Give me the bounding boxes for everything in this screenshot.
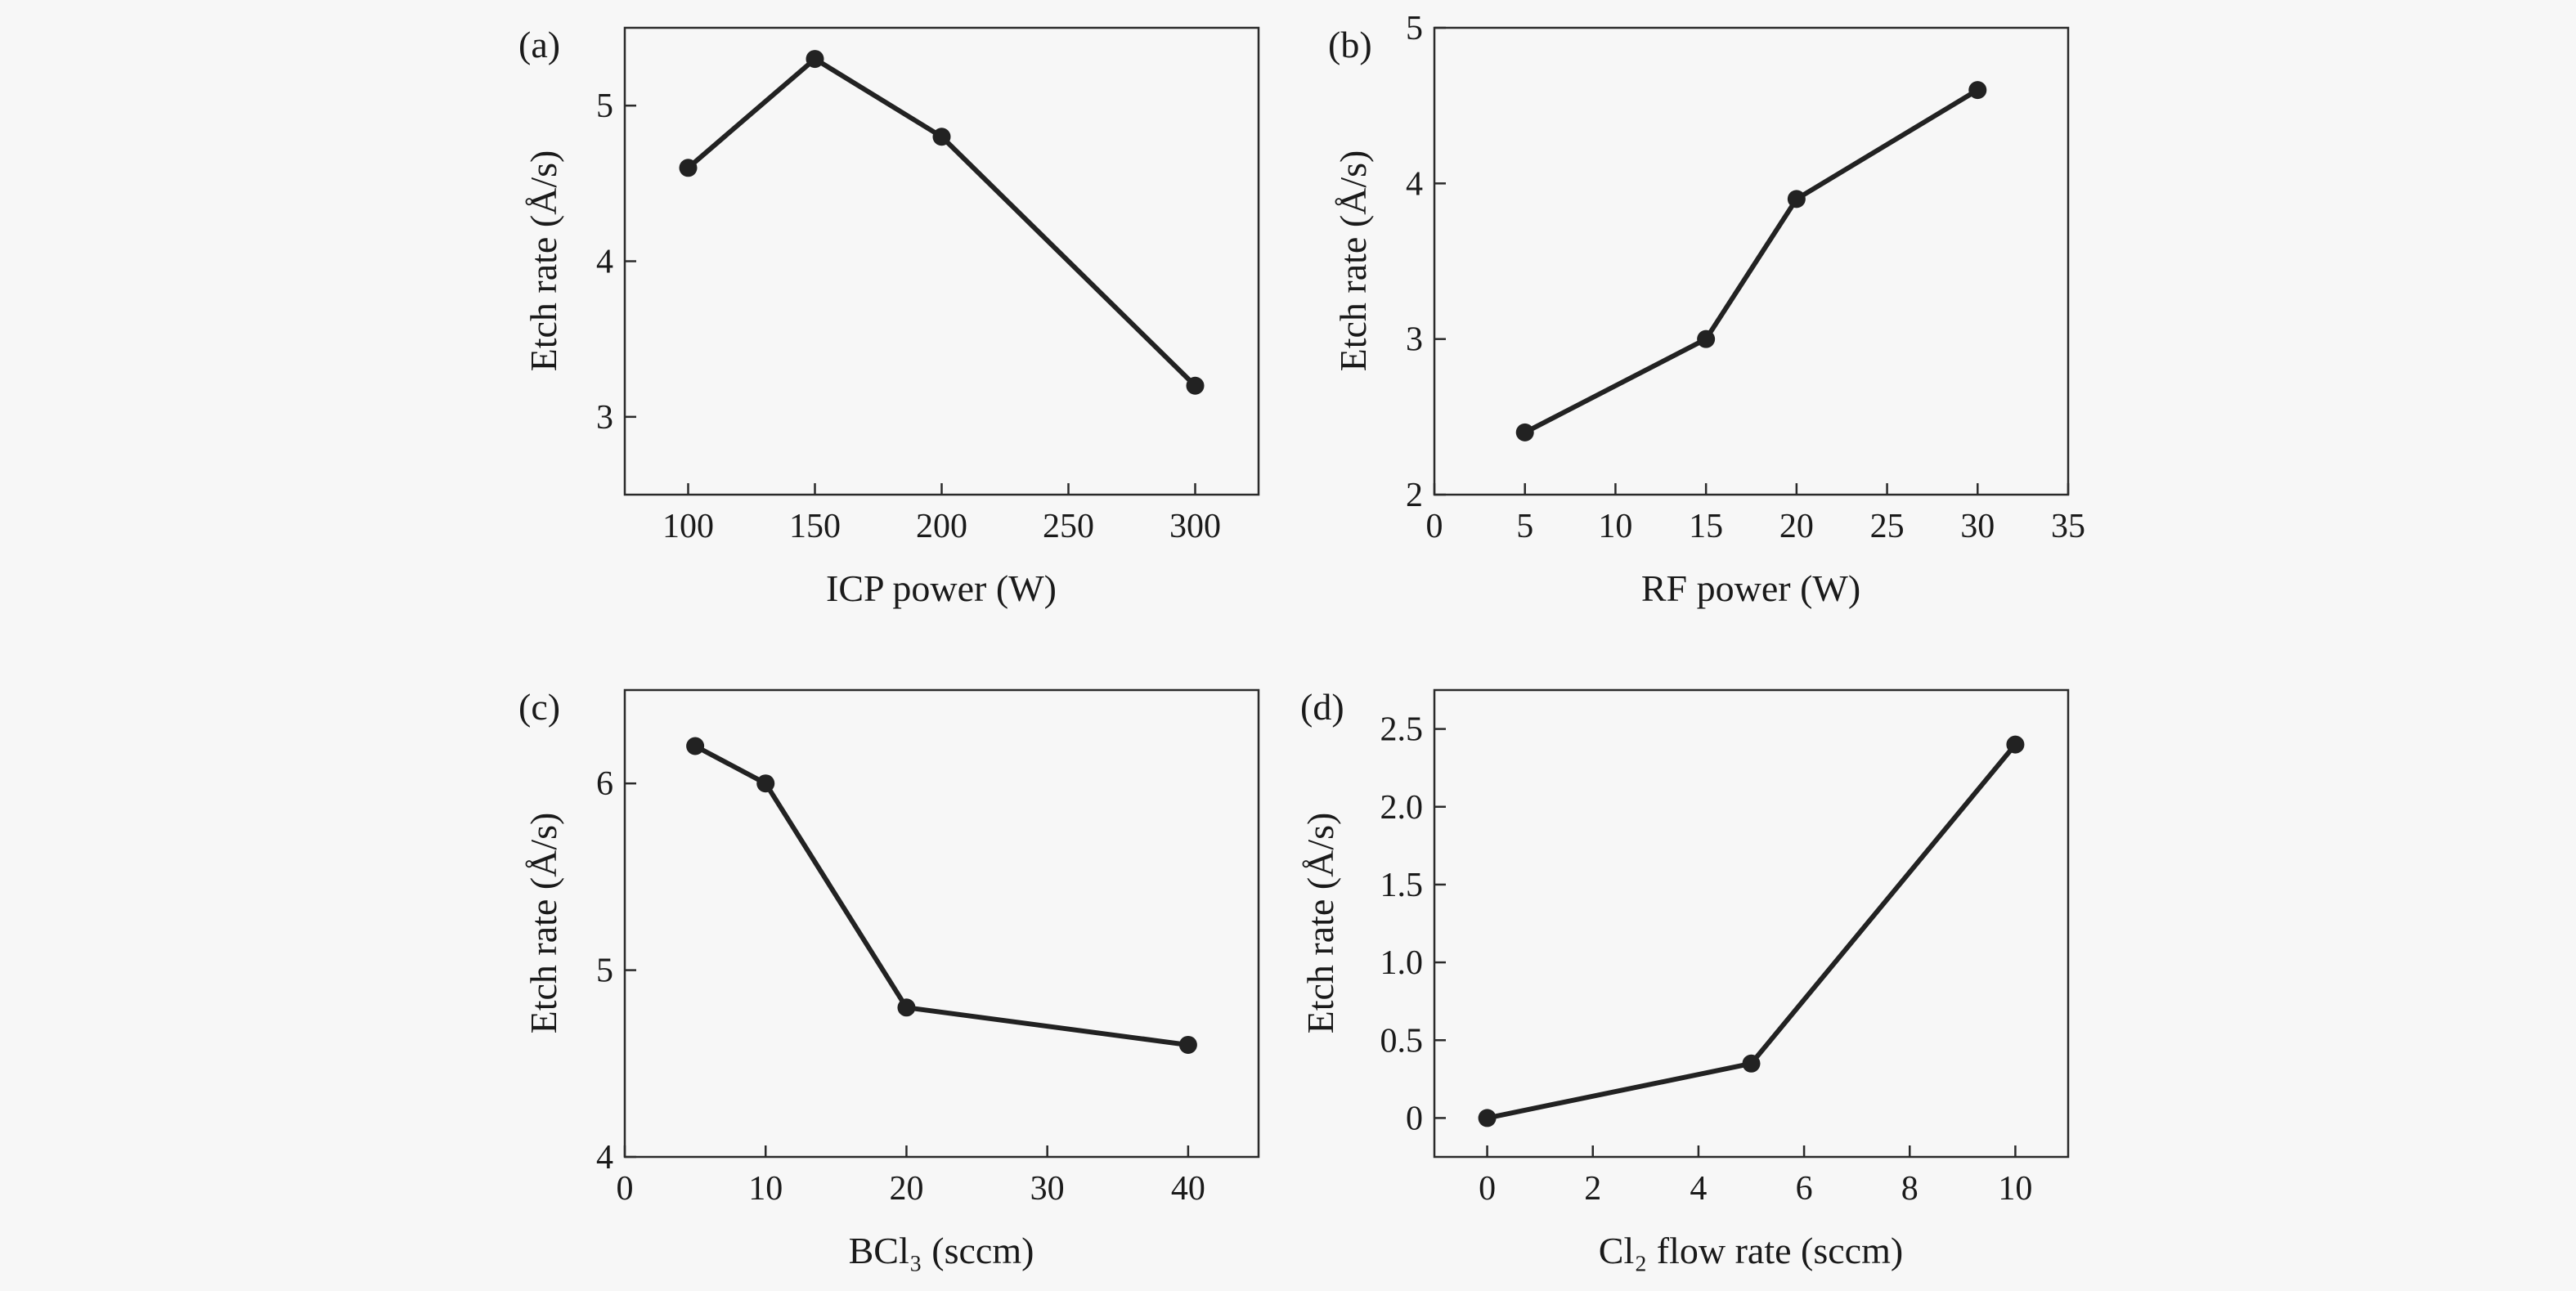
data-point bbox=[2006, 735, 2025, 754]
x-tick-label: 200 bbox=[916, 508, 967, 545]
x-ticks: 0 5 10 15 20 25 30 35 bbox=[1426, 483, 2085, 545]
x-tick-label: 300 bbox=[1169, 508, 1221, 545]
series-line bbox=[1524, 87, 1979, 435]
y-tick-label: 5 bbox=[596, 953, 613, 990]
x-tick-label: 30 bbox=[1960, 508, 1995, 545]
x-axis-label: BCl₃ (sccm) bbox=[849, 1230, 1034, 1271]
panel-label: (a) bbox=[518, 24, 560, 65]
y-tick-label: 4 bbox=[596, 1139, 613, 1177]
x-tick-label: 30 bbox=[1030, 1170, 1065, 1208]
y-ticks: 0 0.5 1.0 1.5 2.0 2.5 bbox=[1380, 711, 1446, 1137]
data-point bbox=[1478, 1109, 1497, 1127]
data-point bbox=[1968, 81, 1987, 100]
data-point bbox=[679, 159, 698, 177]
panel-label: (b) bbox=[1328, 24, 1372, 65]
plot-frame bbox=[1433, 26, 2070, 496]
x-tick-label: 10 bbox=[1998, 1170, 2032, 1208]
data-point bbox=[1742, 1054, 1761, 1073]
y-ticks: 2 3 4 5 bbox=[1406, 10, 1446, 514]
data-point bbox=[932, 128, 951, 146]
x-axis-label: Cl₂ flow rate (sccm) bbox=[1599, 1230, 1903, 1271]
data-point bbox=[1697, 329, 1716, 348]
y-tick-label: 2 bbox=[1406, 477, 1423, 514]
y-axis-label: Etch rate (Å/s) bbox=[1332, 150, 1374, 372]
x-tick-label: 4 bbox=[1690, 1170, 1707, 1208]
panel-label: (c) bbox=[518, 686, 560, 728]
chart-panel-d: (d) Cl₂ flow rate (sccm) Etch rate (Å/s)… bbox=[1299, 686, 2070, 1271]
y-tick-label: 6 bbox=[596, 765, 613, 803]
y-tick-label: 5 bbox=[1406, 10, 1423, 47]
x-tick-label: 100 bbox=[662, 508, 714, 545]
series-line bbox=[693, 743, 1189, 1047]
data-point bbox=[1178, 1035, 1197, 1054]
chart-panel-c: (c) BCl₃ (sccm) Etch rate (Å/s) 0 10 20 30 4… bbox=[518, 686, 1260, 1271]
panel-label: (d) bbox=[1300, 686, 1344, 728]
x-tick-label: 250 bbox=[1043, 508, 1094, 545]
y-tick-label: 0.5 bbox=[1380, 1022, 1424, 1060]
x-tick-label: 8 bbox=[1901, 1170, 1919, 1208]
y-tick-label: 4 bbox=[596, 244, 613, 281]
y-tick-label: 2.0 bbox=[1380, 789, 1424, 827]
x-axis-label: ICP power (W) bbox=[826, 567, 1057, 609]
series-line bbox=[686, 56, 1197, 388]
plot-frame bbox=[623, 688, 1260, 1159]
x-tick-label: 6 bbox=[1796, 1170, 1813, 1208]
y-axis-label: Etch rate (Å/s) bbox=[523, 150, 564, 372]
data-point bbox=[1787, 190, 1806, 208]
plot-frame bbox=[623, 26, 1260, 496]
x-tick-label: 15 bbox=[1689, 508, 1723, 545]
y-tick-label: 1.0 bbox=[1380, 944, 1424, 982]
y-tick-label: 1.5 bbox=[1380, 867, 1424, 904]
data-series bbox=[1515, 81, 1987, 442]
data-series bbox=[1478, 735, 2025, 1127]
plot-frame bbox=[1433, 688, 2070, 1159]
y-tick-label: 0 bbox=[1406, 1100, 1423, 1137]
x-tick-label: 0 bbox=[1426, 508, 1443, 545]
x-tick-label: 20 bbox=[889, 1170, 923, 1208]
y-tick-label: 3 bbox=[1406, 321, 1423, 359]
x-tick-label: 2 bbox=[1584, 1170, 1601, 1208]
data-point bbox=[686, 737, 705, 755]
y-axis-label: Etch rate (Å/s) bbox=[1299, 813, 1341, 1034]
chart-panel-a: (a) ICP power (W) Etch rate (Å/s) 100 150… bbox=[518, 24, 1260, 609]
data-point bbox=[806, 50, 824, 69]
data-point bbox=[1186, 376, 1205, 395]
x-tick-label: 0 bbox=[1479, 1170, 1496, 1208]
x-ticks: 0 10 20 30 40 bbox=[617, 1145, 1205, 1208]
data-series bbox=[679, 50, 1205, 395]
data-series bbox=[686, 737, 1197, 1054]
data-point bbox=[1515, 423, 1534, 442]
x-axis-label: RF power (W) bbox=[1641, 567, 1860, 609]
y-tick-label: 5 bbox=[596, 87, 613, 125]
y-tick-label: 4 bbox=[1406, 165, 1423, 203]
x-ticks: 100 150 200 250 300 bbox=[662, 483, 1221, 545]
y-tick-label: 2.5 bbox=[1380, 711, 1424, 749]
chart-panel-b: (b) RF power (W) Etch rate (Å/s) 0 5 10 15 2… bbox=[1328, 10, 2085, 609]
y-axis-label: Etch rate (Å/s) bbox=[523, 813, 564, 1034]
data-point bbox=[756, 774, 775, 793]
x-tick-label: 0 bbox=[617, 1170, 634, 1208]
x-ticks: 0 2 4 6 8 10 bbox=[1479, 1145, 2032, 1208]
y-tick-label: 3 bbox=[596, 399, 613, 437]
y-ticks: 3 4 5 bbox=[596, 87, 636, 437]
x-tick-label: 20 bbox=[1779, 508, 1814, 545]
x-tick-label: 10 bbox=[1598, 508, 1632, 545]
x-tick-label: 25 bbox=[1870, 508, 1905, 545]
data-point bbox=[897, 998, 916, 1017]
x-tick-label: 5 bbox=[1516, 508, 1533, 545]
x-tick-label: 150 bbox=[789, 508, 841, 545]
x-tick-label: 35 bbox=[2051, 508, 2085, 545]
x-tick-label: 10 bbox=[748, 1170, 783, 1208]
x-tick-label: 40 bbox=[1171, 1170, 1205, 1208]
y-ticks: 4 5 6 bbox=[596, 765, 636, 1177]
